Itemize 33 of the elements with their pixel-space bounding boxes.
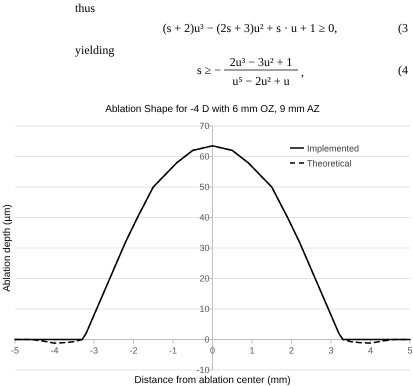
x-tick-label: 3 [328, 346, 334, 356]
x-tick-label: -4 [50, 346, 59, 356]
y-tick-label: 30 [199, 243, 210, 253]
y-tick-label: 20 [199, 274, 210, 284]
text: yielding [75, 43, 114, 57]
x-tick-label: 4 [368, 346, 374, 356]
y-axis-title: Ablation depth (µm) [2, 204, 13, 292]
text: 2u³ − 3u² + 1 [230, 55, 292, 69]
y-tick-label: 50 [199, 182, 210, 192]
legend-label: Implemented [307, 144, 360, 154]
chart-title: Ablation Shape for -4 D with 6 mm OZ, 9 mm AZ [105, 104, 320, 115]
x-tick-label: 1 [249, 346, 255, 356]
text: (3 [398, 21, 408, 35]
x-tick-label: 2 [288, 346, 294, 356]
text: u⁵ − 2u² + u [232, 74, 290, 88]
y-tick-label: 40 [199, 212, 210, 222]
text: (4 [398, 63, 408, 77]
x-tick-label: -3 [90, 346, 98, 356]
text: (s + 2)u³ − (2s + 3)u² + s · u + 1 ≥ 0, [162, 21, 338, 35]
text: thus [75, 1, 96, 15]
y-tick-label: 10 [199, 304, 210, 314]
text: s ≥ − [196, 63, 222, 77]
x-tick-label: -1 [168, 346, 178, 356]
x-tick-label: -5 [10, 346, 20, 356]
text: , [301, 65, 304, 79]
y-tick-label: 70 [199, 121, 210, 131]
y-tick-label: 60 [199, 152, 210, 162]
x-tick-label: 5 [407, 346, 413, 356]
legend-label: Theoretical [307, 158, 352, 168]
y-tick-label: -10 [196, 365, 210, 375]
x-axis-title: Distance from ablation center (mm) [134, 375, 291, 386]
y-tick-label: 0 [204, 334, 210, 344]
x-tick-label: -2 [129, 346, 138, 356]
